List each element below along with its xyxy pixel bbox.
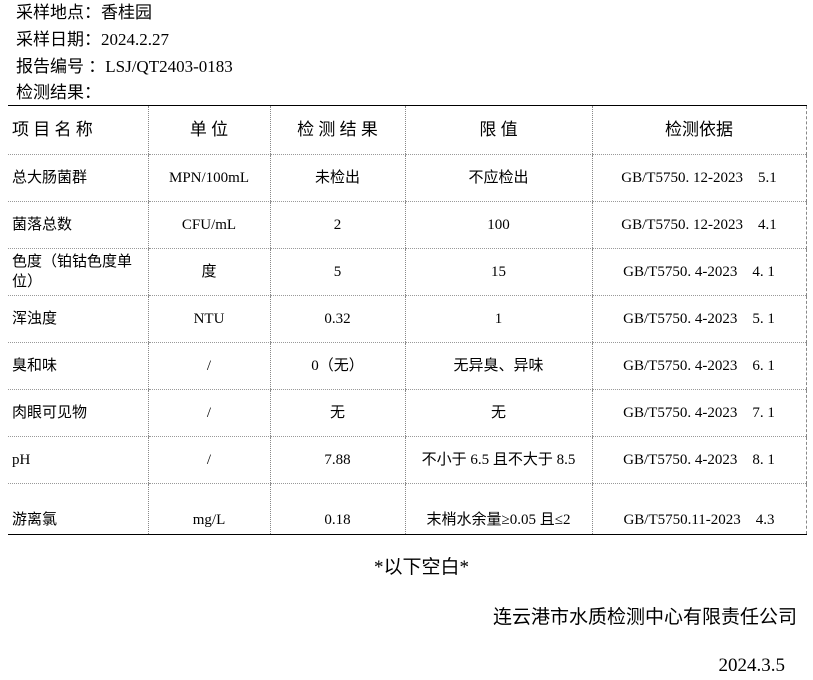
table-cell: 无: [404, 389, 592, 437]
table-cell: 7.88: [269, 436, 405, 484]
table-cell: 0.32: [269, 295, 405, 343]
table-cell: GB/T5750. 12-2023 4.1: [591, 201, 807, 249]
table-cell: MPN/100mL: [147, 154, 270, 202]
table-cell: 游离氯: [8, 483, 148, 535]
table-cell: mg/L: [147, 483, 270, 535]
table-row: 总大肠菌群 MPN/100mL 未检出 不应检出 GB/T5750. 12-2023 5…: [8, 154, 807, 202]
report-date: 2024.3.5: [718, 655, 786, 676]
table-cell: 未检出: [269, 154, 405, 202]
results-table: 项 目 名 称单 位检 测 结 果限 值检测依据 总大肠菌群 MPN/100mL 未…: [8, 105, 807, 535]
results-label: 检测结果：: [16, 83, 101, 102]
table-cell: GB/T5750. 4-2023 7. 1: [591, 389, 807, 437]
column-header: 单 位: [147, 105, 270, 155]
table-cell: 不小于 6.5 且不大于 8.5: [404, 436, 592, 484]
table-cell: 菌落总数: [8, 201, 148, 249]
table-cell: 1: [404, 295, 592, 343]
site: 采样地点：香桂园: [16, 3, 152, 22]
table-cell: CFU/mL: [147, 201, 270, 249]
table-cell: pH: [8, 436, 148, 484]
column-header: 限 值: [404, 105, 592, 155]
table-cell: GB/T5750. 4-2023 6. 1: [591, 342, 807, 390]
table-cell: GB/T5750. 12-2023 5.1: [591, 154, 807, 202]
column-header: 项 目 名 称: [8, 105, 148, 155]
table-cell: 5: [269, 248, 405, 296]
header-row: 项 目 名 称单 位检 测 结 果限 值检测依据: [8, 105, 807, 155]
table-cell: 末梢水余量≥0.05 且≤2: [404, 483, 592, 535]
table-row: 游离氯 mg/L 0.18 末梢水余量≥0.05 且≤2 GB/T5750.11-202…: [8, 483, 807, 535]
table-cell: 无异臭、异味: [404, 342, 592, 390]
column-header: 检测依据: [591, 105, 807, 155]
table-body: 总大肠菌群 MPN/100mL 未检出 不应检出 GB/T5750. 12-2023 5…: [8, 154, 807, 535]
table-cell: 0.18: [269, 483, 405, 535]
table-cell: GB/T5750.11-2023 4.3: [591, 483, 807, 535]
table-cell: 100: [404, 201, 592, 249]
report-no: 报告编号 ：LSJ/QT2403-0183: [16, 57, 233, 76]
blank-note: *以下空白*: [374, 557, 470, 578]
table-cell: /: [147, 436, 270, 484]
table-cell: 无: [269, 389, 405, 437]
table-cell: /: [147, 342, 270, 390]
table-row: 臭和味/0（无） 无异臭、异味 GB/T5750. 4-2023 6. 1: [8, 342, 807, 390]
table-cell: 肉眼可见物: [8, 389, 148, 437]
table-cell: 不应检出: [404, 154, 592, 202]
table-row: 浑浊度 NTU 0.32 1 GB/T5750. 4-2023 5. 1: [8, 295, 807, 343]
table-row: 色度（铂钴色度单位）度 5 15 GB/T5750. 4-2023 4. 1: [8, 248, 807, 296]
table-cell: GB/T5750. 4-2023 5. 1: [591, 295, 807, 343]
table-cell: 总大肠菌群: [8, 154, 148, 202]
table-cell: 色度（铂钴色度单位）: [8, 248, 148, 296]
sample-date: 采样日期：2024.2.27: [16, 30, 169, 49]
table-cell: 0（无）: [269, 342, 405, 390]
table-row: 肉眼可见物 / 无无 GB/T5750. 4-2023 7. 1: [8, 389, 807, 437]
table-row: pH/7.88 不小于 6.5 且不大于 8.5 GB/T5750. 4-2023 …: [8, 436, 807, 484]
table-cell: GB/T5750. 4-2023 8. 1: [591, 436, 807, 484]
table-row: 菌落总数 CFU/mL 2 100 GB/T5750. 12-2023 4.1: [8, 201, 807, 249]
table-cell: GB/T5750. 4-2023 4. 1: [591, 248, 807, 296]
table-cell: 15: [404, 248, 592, 296]
table-cell: 浑浊度: [8, 295, 148, 343]
table-cell: 臭和味: [8, 342, 148, 390]
table-cell: 2: [269, 201, 405, 249]
organization: 连云港市水质检测中心有限责任公司: [492, 607, 797, 628]
column-header: 检 测 结 果: [269, 105, 405, 155]
table-cell: /: [147, 389, 270, 437]
table-cell: NTU: [147, 295, 270, 343]
table-cell: 度: [147, 248, 270, 296]
